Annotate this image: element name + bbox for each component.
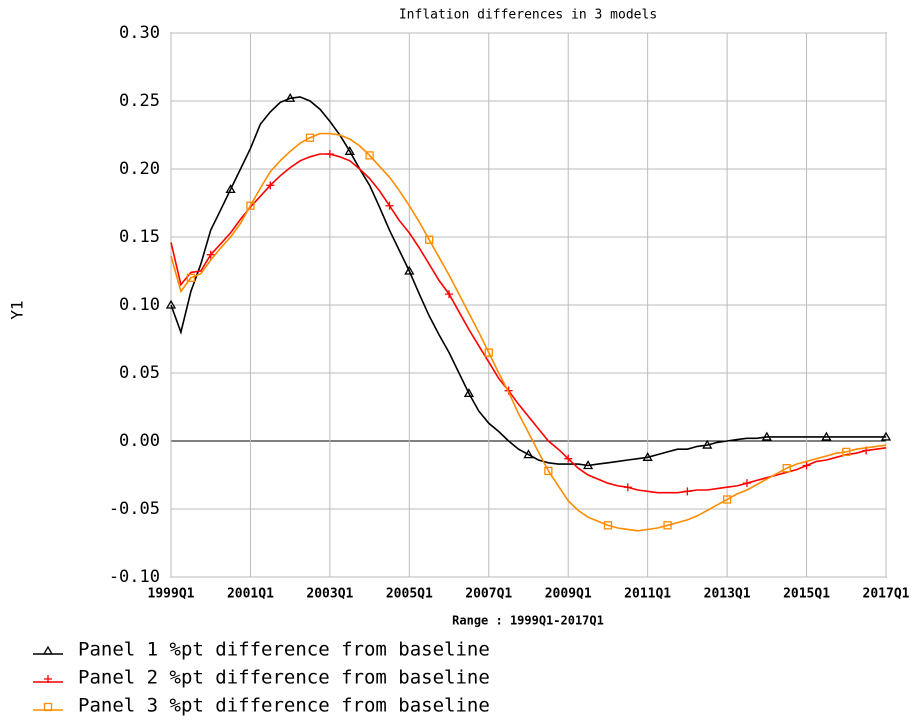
marker: [206, 250, 215, 259]
x-tick-label: 2001Q1: [227, 587, 274, 602]
marker: [246, 201, 255, 210]
marker: [42, 645, 54, 655]
marker: [43, 702, 53, 712]
series-line: [170, 96, 886, 467]
marker: [404, 265, 415, 275]
y-axis-label: Y1: [8, 300, 27, 319]
x-tick-label: 2017Q1: [863, 587, 910, 602]
marker: [782, 464, 791, 473]
y-tick-label: 0.15: [119, 227, 160, 247]
marker: [603, 521, 613, 530]
marker: [325, 150, 334, 159]
marker: [582, 460, 594, 470]
marker: [544, 466, 553, 476]
y-tick-label: 0.30: [119, 23, 160, 43]
marker: [564, 454, 573, 463]
x-axis-label: Range : 1999Q1-2017Q1: [452, 614, 604, 628]
marker: [663, 521, 672, 530]
marker: [266, 181, 275, 190]
x-tick-label: 2009Q1: [545, 587, 592, 602]
x-tick-label: 2013Q1: [704, 587, 751, 602]
marker: [285, 92, 296, 102]
marker: [722, 495, 732, 504]
marker: [165, 299, 177, 309]
marker: [523, 449, 534, 459]
y-tick-label: -0.10: [109, 567, 160, 587]
marker: [445, 290, 454, 299]
y-tick-label: 0.25: [119, 91, 160, 111]
marker: [305, 133, 315, 142]
y-tick-label: 0.00: [119, 431, 160, 451]
marker: [425, 235, 434, 244]
legend-label: Panel 3 %pt difference from baseline: [78, 695, 490, 717]
marker: [702, 439, 713, 449]
legend-label: Panel 1 %pt difference from baseline: [78, 639, 490, 661]
y-tick-label: 0.10: [119, 295, 160, 315]
legend-label: Panel 2 %pt difference from baseline: [78, 667, 490, 689]
marker: [821, 431, 832, 441]
marker: [484, 348, 493, 357]
series-line: [170, 132, 887, 532]
marker: [385, 201, 394, 210]
x-tick-label: 2005Q1: [386, 587, 433, 602]
marker: [344, 146, 355, 155]
y-tick-label: 0.20: [119, 159, 160, 179]
marker: [463, 388, 475, 398]
marker: [842, 447, 851, 457]
marker: [683, 487, 692, 496]
marker: [225, 184, 236, 194]
x-tick-label: 2007Q1: [465, 587, 512, 602]
marker: [642, 452, 653, 461]
marker: [365, 151, 374, 160]
series-line: [170, 153, 887, 494]
marker: [186, 273, 196, 282]
x-tick-label: 1999Q1: [148, 587, 195, 602]
x-tick-label: 2015Q1: [783, 587, 830, 602]
x-tick-label: 2003Q1: [306, 587, 353, 602]
y-tick-label: 0.05: [119, 363, 160, 383]
x-tick-label: 2011Q1: [624, 587, 671, 602]
marker: [802, 461, 811, 470]
marker: [742, 479, 751, 488]
marker: [880, 431, 892, 441]
chart-title: Inflation differences in 3 models: [399, 8, 657, 23]
y-tick-label: -0.05: [109, 499, 160, 519]
marker: [44, 675, 52, 683]
marker: [761, 431, 772, 441]
marker: [623, 483, 632, 492]
